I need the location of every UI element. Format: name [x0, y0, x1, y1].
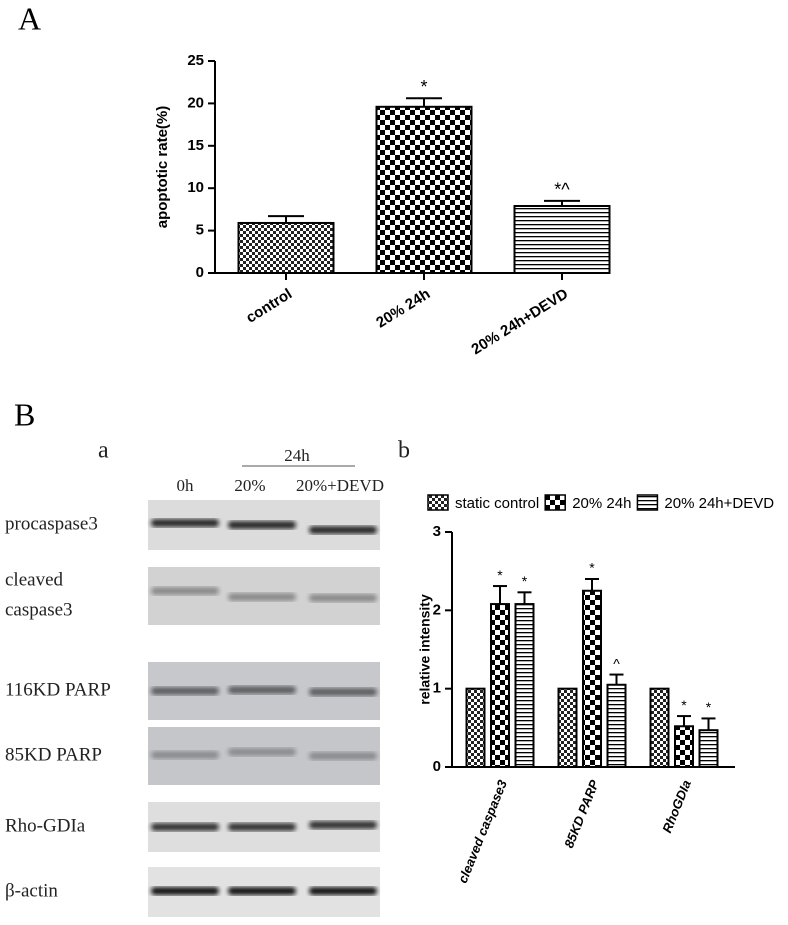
x-tick-label: cleaved caspase3: [455, 777, 510, 885]
panel-label: B: [14, 396, 35, 432]
row-label: procaspase3: [5, 513, 98, 534]
y-axis-label: relative intensity: [417, 594, 433, 705]
x-tick-label: 20% 24h: [373, 285, 433, 331]
y-tick-label: 3: [433, 523, 441, 540]
legend-label: static control: [455, 495, 539, 512]
blot-band: [151, 751, 219, 759]
annotation: *: [497, 567, 503, 583]
bar: [513, 205, 611, 274]
legend-swatch: [427, 494, 449, 511]
row-label: 116KD PARP: [5, 679, 111, 700]
row-label: cleaved: [5, 569, 64, 590]
column-label: 20%: [234, 476, 265, 495]
annotation: *: [681, 697, 687, 713]
bar: [490, 603, 510, 768]
x-tick-label: 85KD PARP: [561, 778, 602, 851]
legend-label: 20% 24h+DEVD: [664, 495, 774, 512]
row-label: β-actin: [5, 880, 58, 901]
blot-band: [309, 526, 377, 534]
annotation: *^: [554, 180, 570, 200]
x-tick-label: 20% 24h+DEVD: [469, 285, 572, 358]
y-tick-label: 2: [433, 601, 441, 618]
annotation: *: [522, 573, 528, 589]
panel-label: A: [18, 0, 41, 36]
annotation: *: [589, 560, 595, 576]
bar: [582, 589, 602, 768]
blot-band: [309, 752, 377, 760]
blot-band: [309, 688, 377, 696]
x-tick-label: control: [243, 285, 295, 326]
legend-label: 20% 24h: [572, 495, 631, 512]
y-tick-label: 0: [433, 758, 441, 775]
blot-band: [228, 887, 296, 895]
bar: [606, 683, 627, 768]
bar: [375, 105, 473, 274]
column-label: 20%+DEVD: [296, 476, 384, 495]
blot-band: [228, 686, 296, 694]
blot-band: [309, 594, 377, 602]
blot-band: [228, 748, 296, 756]
blot-band: [309, 821, 377, 829]
blot-band: [228, 521, 296, 529]
blot-band: [151, 823, 219, 831]
blot-band: [151, 519, 219, 527]
bar: [674, 725, 694, 768]
blot-band: [228, 823, 296, 831]
subpanel-label: b: [398, 438, 410, 464]
blot-band: [228, 593, 296, 601]
bar: [649, 687, 670, 769]
subpanel-label: a: [98, 438, 109, 464]
group-label: 24h: [284, 446, 310, 465]
column-label: 0h: [177, 476, 195, 495]
row-label: 85KD PARP: [5, 744, 102, 765]
y-tick-label: 20: [187, 94, 204, 111]
blot-band: [151, 687, 219, 695]
bar: [237, 221, 335, 275]
bar: [514, 603, 535, 768]
bar: [557, 687, 578, 769]
bar: [465, 687, 486, 769]
blot-band: [151, 887, 219, 895]
x-tick-label: RhoGDIa: [659, 778, 694, 835]
y-tick-label: 0: [196, 264, 204, 281]
y-axis-label: apoptotic rate(%): [154, 106, 171, 229]
annotation: ^: [613, 655, 620, 671]
y-tick-label: 10: [187, 179, 204, 196]
legend-swatch: [544, 494, 566, 511]
y-tick-label: 1: [433, 680, 441, 697]
y-tick-label: 15: [187, 137, 204, 154]
blot-band: [309, 887, 377, 895]
legend-swatch: [636, 494, 659, 511]
row-label: Rho-GDIa: [5, 815, 86, 836]
annotation: *: [706, 699, 712, 715]
row-label: caspase3: [5, 599, 73, 620]
y-tick-label: 5: [196, 222, 204, 239]
annotation: *: [420, 77, 427, 97]
blot-band: [151, 587, 219, 595]
y-tick-label: 25: [187, 52, 204, 69]
bar: [698, 729, 719, 769]
